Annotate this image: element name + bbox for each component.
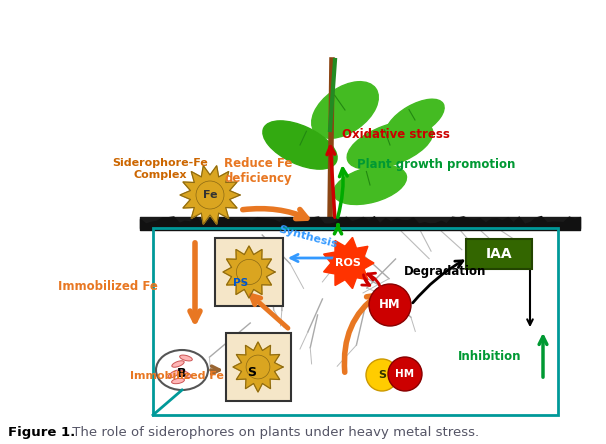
Ellipse shape — [263, 121, 337, 169]
Text: Figure 1.: Figure 1. — [8, 425, 75, 439]
Circle shape — [369, 284, 411, 326]
Polygon shape — [223, 246, 275, 298]
Text: Degradation: Degradation — [404, 265, 486, 278]
Text: HM: HM — [379, 298, 401, 312]
Bar — [215, 238, 283, 306]
Circle shape — [388, 357, 422, 391]
Ellipse shape — [156, 350, 208, 390]
Text: IAA: IAA — [485, 247, 512, 261]
Text: Inhibition: Inhibition — [458, 350, 522, 363]
Text: The role of siderophores on plants under heavy metal stress.: The role of siderophores on plants under… — [68, 425, 479, 439]
Text: B: B — [177, 366, 187, 380]
Circle shape — [196, 181, 224, 209]
Ellipse shape — [180, 355, 192, 361]
Ellipse shape — [386, 99, 444, 141]
Ellipse shape — [172, 361, 184, 367]
Circle shape — [246, 355, 270, 379]
Bar — [226, 333, 291, 401]
Ellipse shape — [333, 166, 407, 205]
Text: PS: PS — [233, 278, 248, 288]
Circle shape — [236, 259, 262, 285]
Polygon shape — [324, 238, 374, 289]
Polygon shape — [180, 166, 240, 224]
Text: ROS: ROS — [335, 258, 361, 268]
Circle shape — [366, 359, 398, 391]
Ellipse shape — [347, 121, 433, 169]
Polygon shape — [233, 342, 283, 392]
Ellipse shape — [171, 378, 184, 384]
FancyBboxPatch shape — [466, 239, 532, 269]
Text: Oxidative stress: Oxidative stress — [342, 128, 450, 141]
Bar — [153, 228, 558, 415]
Text: HM: HM — [396, 369, 415, 379]
Text: Fe: Fe — [203, 190, 217, 200]
Text: Siderophore-Fe
Complex: Siderophore-Fe Complex — [112, 159, 208, 180]
Text: Reduce Fe
deficiency: Reduce Fe deficiency — [224, 157, 292, 185]
Ellipse shape — [179, 370, 191, 377]
Text: Immobilized Fe: Immobilized Fe — [130, 371, 224, 381]
Ellipse shape — [311, 82, 378, 139]
Text: S: S — [247, 366, 256, 379]
Text: Plant growth promotion: Plant growth promotion — [357, 158, 515, 171]
Ellipse shape — [168, 370, 180, 378]
Text: Immobilized Fe: Immobilized Fe — [58, 280, 158, 293]
Text: Synthesis: Synthesis — [278, 225, 339, 250]
Text: S: S — [378, 370, 386, 380]
Circle shape — [333, 248, 363, 278]
